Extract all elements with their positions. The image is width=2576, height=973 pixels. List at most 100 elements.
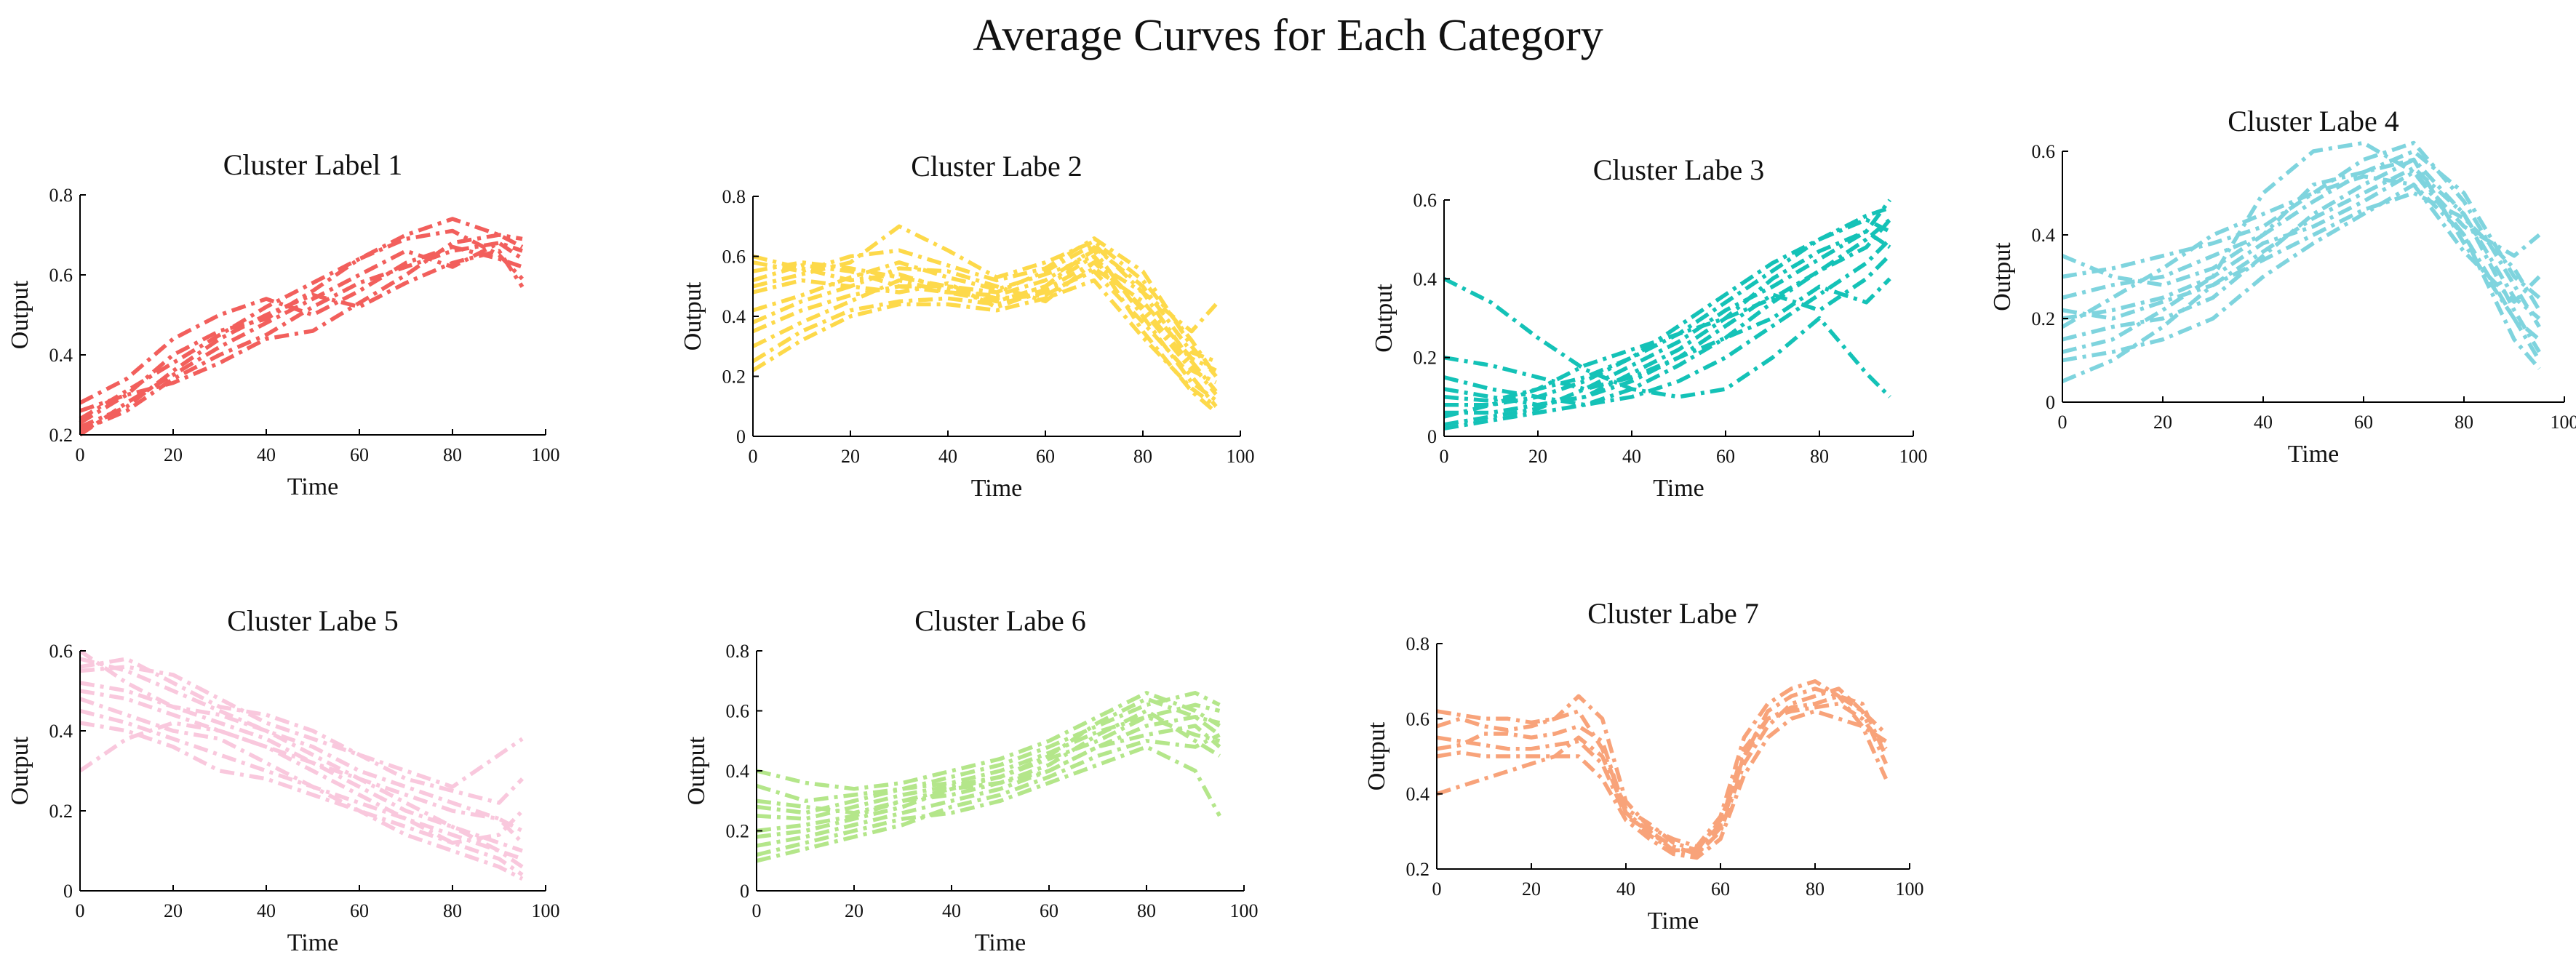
series-line <box>2061 166 2541 383</box>
x-axis-label: Time <box>1653 475 1704 502</box>
series-line <box>79 665 524 789</box>
series-line <box>1444 206 1891 407</box>
chart-panel-5: Cluster Labe 5 0 20 40 60 80 100 0 0.2 0.4 0.6 Time… <box>7 604 560 956</box>
series-line <box>79 681 524 844</box>
x-tick-label: 60 <box>2354 412 2373 433</box>
x-tick-label: 0 <box>752 900 762 921</box>
y-tick-label: 0.8 <box>49 185 73 206</box>
x-tick-label: 0 <box>749 446 758 467</box>
series-line <box>1436 686 1888 852</box>
chart-title: Cluster Labe 5 <box>227 604 399 637</box>
series-line <box>1443 276 1891 399</box>
series-line <box>752 245 1217 364</box>
series-line <box>756 724 1221 839</box>
chart-title: Cluster Label 1 <box>223 148 403 181</box>
series-line <box>1443 217 1891 431</box>
series-line <box>756 745 1221 857</box>
y-axis-label: Output <box>679 281 706 351</box>
x-tick-label: 60 <box>1040 900 1058 921</box>
y-tick-label: 0.8 <box>722 186 746 207</box>
y-tick-label: 0.2 <box>726 821 750 842</box>
y-tick-label: 0.4 <box>1413 268 1437 289</box>
y-tick-label: 0 <box>63 881 73 902</box>
series-line <box>2062 170 2541 321</box>
x-tick-label: 80 <box>1137 900 1156 921</box>
y-tick-label: 0.2 <box>2032 308 2056 329</box>
chart-title: Cluster Labe 4 <box>2228 105 2399 137</box>
figure-title: Average Curves for Each Category <box>973 11 1603 60</box>
y-tick-label: 0 <box>1427 426 1437 447</box>
y-tick-label: 0 <box>740 881 749 902</box>
x-axis-label: Time <box>971 475 1023 502</box>
x-axis-label: Time <box>975 929 1026 956</box>
y-axis-label: Output <box>683 736 710 805</box>
y-tick-label: 0.6 <box>1413 190 1437 211</box>
series-line <box>2061 174 2541 329</box>
x-tick-label: 80 <box>1806 878 1825 900</box>
y-tick-label: 0.6 <box>49 265 73 286</box>
series-line <box>2062 191 2541 321</box>
series-line <box>79 697 524 881</box>
series-line <box>2062 140 2541 328</box>
x-tick-label: 60 <box>350 900 369 921</box>
series-line <box>79 721 524 845</box>
x-axis-label: Time <box>2288 441 2340 468</box>
series-line <box>79 721 524 833</box>
y-tick-label: 0.2 <box>722 367 746 388</box>
y-tick-label: 0.4 <box>1406 784 1430 805</box>
x-axis-label: Time <box>1648 908 1699 934</box>
y-tick-label: 0.8 <box>1406 633 1430 654</box>
chart-panel-6: Cluster Labe 6 0 20 40 60 80 100 0 0.2 0.4 0.6 0.8 T… <box>683 604 1259 956</box>
y-tick-label: 0.2 <box>49 425 73 446</box>
series-line <box>752 260 1218 334</box>
y-tick-label: 0.4 <box>49 345 73 366</box>
series-line <box>79 228 524 425</box>
series-line <box>79 233 523 413</box>
y-tick-label: 0.6 <box>722 247 746 268</box>
x-tick-label: 80 <box>443 900 462 921</box>
series-line <box>752 224 1218 378</box>
x-tick-label: 40 <box>1622 446 1641 467</box>
series-line <box>79 244 523 405</box>
y-tick-label: 0.8 <box>726 641 750 662</box>
x-tick-label: 100 <box>2551 412 2576 433</box>
chart-panel-2: Cluster Labe 2 0 20 40 60 80 100 0 0.2 0.4 0.6 0.8 T… <box>679 150 1255 502</box>
series-line <box>2062 140 2541 370</box>
x-tick-label: 60 <box>1036 446 1055 467</box>
y-axis-label: Output <box>7 280 33 349</box>
series-line <box>79 217 524 421</box>
series-line <box>1443 199 1892 427</box>
x-tick-label: 40 <box>942 900 961 921</box>
chart-panel-1: Cluster Label 1 0 20 40 60 80 100 0.2 0.4 0.6 0.8 T… <box>7 148 560 500</box>
x-tick-label: 0 <box>1440 446 1449 467</box>
x-tick-label: 40 <box>938 446 957 467</box>
series-line <box>79 657 524 805</box>
y-tick-label: 0.6 <box>2032 141 2056 162</box>
y-tick-label: 0.6 <box>726 701 750 722</box>
y-tick-label: 0 <box>2046 392 2055 413</box>
x-tick-label: 0 <box>76 444 85 465</box>
series-line <box>751 260 1218 396</box>
y-tick-label: 0.4 <box>2032 225 2056 246</box>
series-line <box>751 248 1218 402</box>
x-tick-label: 20 <box>1528 446 1547 467</box>
x-axis-label: Time <box>287 929 339 956</box>
chart-panel-4: Cluster Labe 4 0 20 40 60 80 100 0 0.2 0.4 0.6 Time… <box>1989 105 2576 468</box>
series-line <box>756 733 1221 863</box>
x-tick-label: 100 <box>1230 900 1259 921</box>
y-tick-label: 0.2 <box>1413 348 1437 369</box>
x-tick-label: 0 <box>1432 878 1442 900</box>
x-tick-label: 20 <box>164 444 183 465</box>
x-tick-label: 20 <box>845 900 864 921</box>
x-tick-label: 40 <box>2254 412 2273 433</box>
series-line <box>1443 238 1891 407</box>
series-line <box>1436 678 1889 849</box>
y-tick-label: 0.4 <box>722 306 746 327</box>
x-tick-label: 20 <box>164 900 183 921</box>
x-tick-label: 40 <box>1616 878 1635 900</box>
x-tick-label: 100 <box>532 900 560 921</box>
x-tick-label: 0 <box>2058 412 2067 433</box>
series-line <box>752 236 1218 378</box>
y-tick-label: 0.2 <box>49 801 73 822</box>
x-tick-label: 80 <box>1133 446 1152 467</box>
